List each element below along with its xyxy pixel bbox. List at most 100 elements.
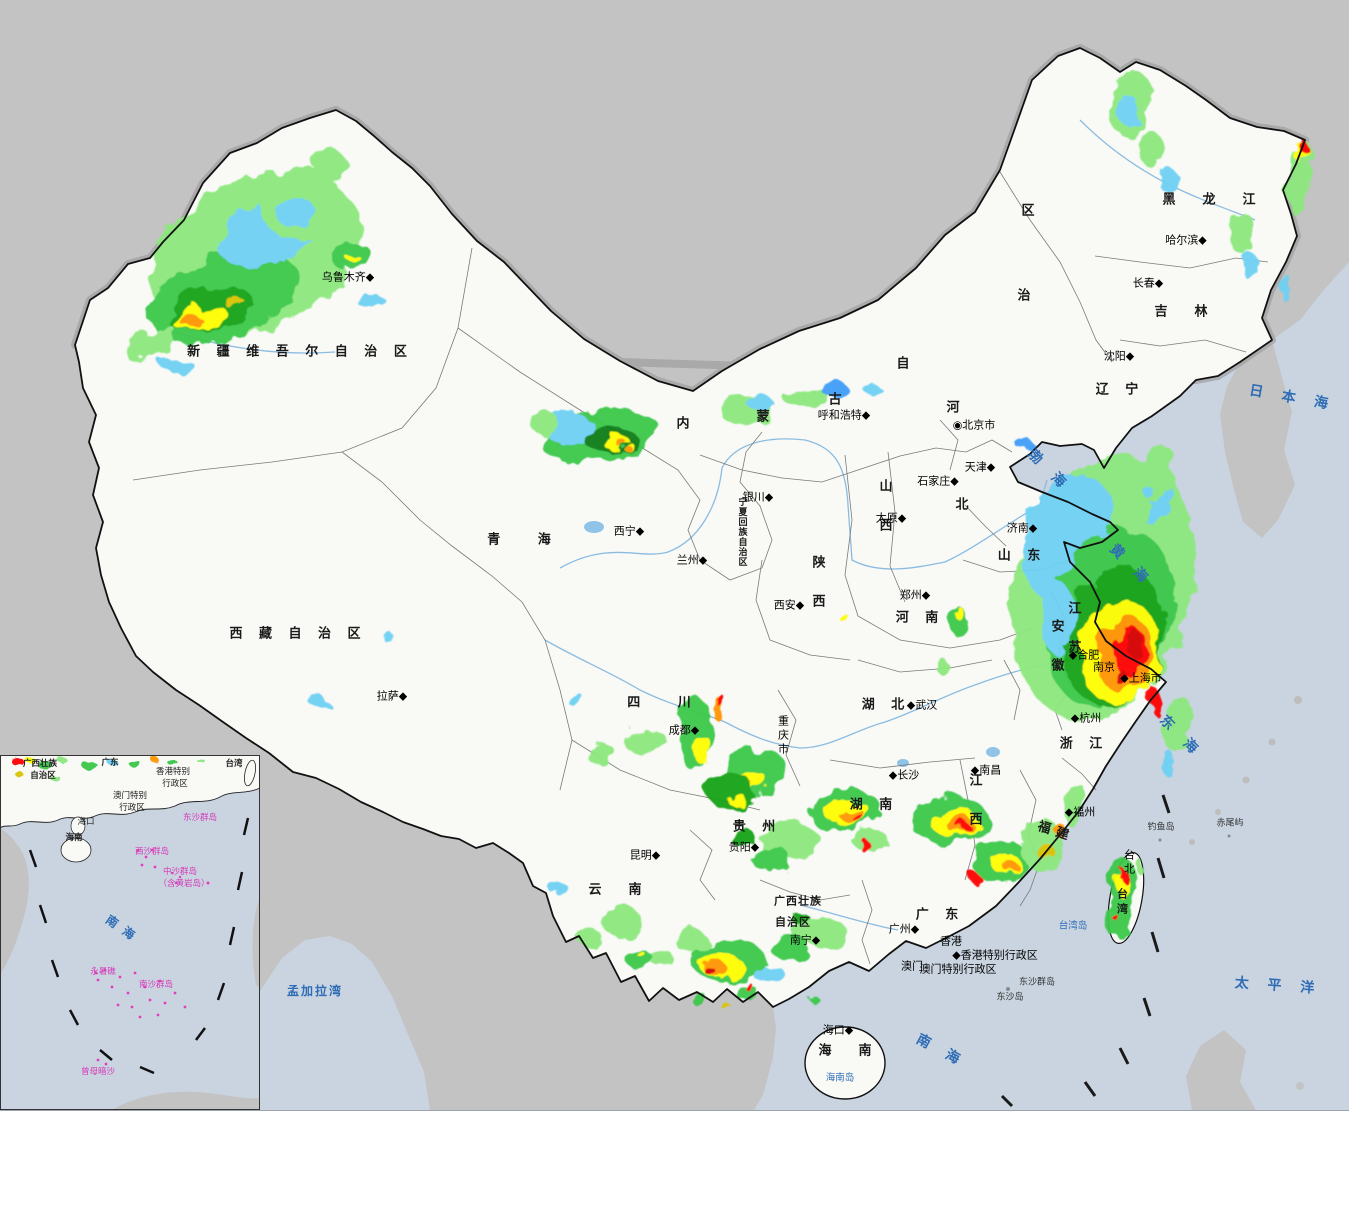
hainan-island: [804, 1026, 886, 1100]
radar-echo: [310, 148, 350, 178]
radar-echo: [751, 847, 791, 871]
radar-echo: [225, 299, 247, 309]
radar-echo: [755, 967, 787, 985]
radar-echo: [863, 384, 881, 394]
maritime-boundary-dashes: [1000, 794, 1171, 1108]
radar-echo: [1122, 871, 1128, 883]
radar-echo: [1013, 437, 1031, 447]
radar-echo: [747, 395, 773, 411]
radar-echo: [25, 757, 35, 763]
radar-echo: [722, 1004, 732, 1010]
radar-echo: [1230, 211, 1254, 255]
radar-echo: [735, 986, 759, 1000]
radar-echo: [1161, 697, 1195, 751]
radar-echo-layer: [126, 70, 1311, 1010]
radar-echo: [1040, 582, 1076, 654]
radar-echo: [851, 813, 863, 821]
radar-echo: [650, 950, 674, 968]
radar-echo: [623, 728, 667, 754]
legend-panel: 全国雷达拼图 [2025-07-30 18:12:00] [ 组合反射率 ] d…: [0, 1110, 1349, 1208]
sakhalin-strip: [1331, 58, 1349, 252]
radar-echo: [1118, 94, 1138, 126]
ryukyu-islands: [1178, 696, 1302, 845]
china-territory: [75, 48, 1305, 1007]
radar-echo: [956, 607, 964, 621]
radar-echo: [640, 954, 648, 960]
radar-echo: [1121, 445, 1175, 531]
province-boundaries: [132, 171, 1269, 965]
radar-echo: [601, 906, 641, 936]
radar-echo: [579, 930, 603, 948]
radar-echo: [729, 828, 755, 846]
radar-echo: [771, 937, 811, 961]
radar-echo: [675, 929, 707, 953]
inset-island-marks: [94, 848, 210, 1066]
radar-echo: [276, 197, 316, 229]
radar-echo: [167, 759, 177, 765]
radar-echo: [862, 840, 870, 854]
radar-echo: [726, 793, 746, 805]
radar-echo: [1001, 860, 1017, 870]
radar-echo: [627, 952, 655, 970]
radar-echo: [196, 758, 204, 762]
radar-echo: [603, 438, 633, 450]
radar-echo: [853, 830, 889, 852]
radar-echo: [586, 746, 618, 764]
radar-echo: [356, 292, 384, 308]
small-island: [1296, 1082, 1304, 1090]
inset-border: [0, 755, 260, 1110]
south-china-sea-inset: [0, 755, 260, 1110]
inset-vietnam: [0, 828, 29, 975]
radar-echo: [107, 759, 117, 765]
radar-echo: [790, 911, 808, 923]
radar-echo: [1116, 670, 1128, 686]
radar-echo: [822, 384, 850, 398]
inset-leizhou: [70, 816, 86, 836]
radar-echo: [1241, 253, 1259, 279]
radar-echo: [311, 699, 329, 709]
inset-taiwan: [244, 759, 256, 787]
radar-echo: [567, 694, 585, 706]
inset-philippines: [252, 898, 260, 988]
radar-echo: [57, 757, 67, 763]
radar-echo: [1106, 859, 1136, 939]
inset-nine-dash-line: [28, 817, 250, 1075]
radar-echo: [1056, 824, 1066, 838]
radar-echo: [347, 255, 361, 263]
radar-echo: [151, 757, 159, 763]
radar-echo: [618, 443, 630, 449]
radar-echo: [1281, 274, 1291, 302]
radar-echo: [690, 994, 708, 1004]
radar-echo: [793, 915, 845, 947]
radar-echo: [16, 772, 24, 778]
radar-echo: [1158, 168, 1178, 192]
radar-echo: [716, 692, 722, 706]
radar-echo: [1125, 629, 1141, 655]
inset-radar-echo-layer: [12, 757, 204, 781]
radar-echo: [1117, 917, 1121, 925]
radar-echo: [530, 415, 562, 433]
base-map-svg: [0, 0, 1349, 1110]
radar-echo: [809, 996, 819, 1002]
radar-echo: [703, 967, 715, 973]
radar-echo: [1161, 750, 1175, 776]
china-border-line: [74, 47, 1306, 1008]
radar-echo: [12, 758, 24, 766]
radar-echo: [384, 635, 396, 643]
radar-echo: [958, 823, 970, 831]
radar-echo: [126, 326, 178, 362]
inset-hainan: [60, 837, 92, 863]
small-island-dots: [1006, 834, 1231, 991]
inset-borneo: [112, 1091, 260, 1110]
radar-echo: [1062, 780, 1086, 828]
radar-echo: [160, 356, 192, 372]
radar-echo: [782, 387, 830, 407]
radar-echo: [936, 658, 948, 674]
radar-echo: [550, 882, 568, 896]
radar-echo: [746, 982, 752, 992]
radar-echo: [38, 761, 52, 769]
radar-echo: [1145, 483, 1171, 525]
radar-echo: [1136, 860, 1144, 874]
radar-echo: [82, 762, 98, 770]
